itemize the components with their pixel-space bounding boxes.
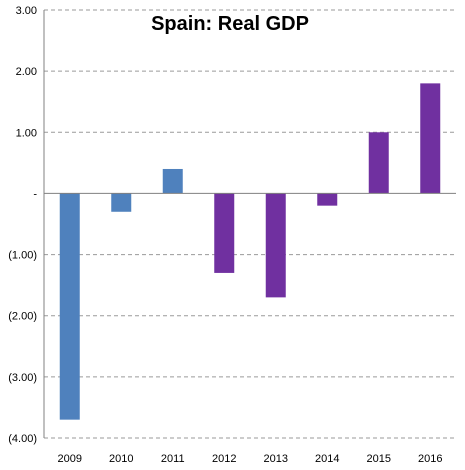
bar-2012 [214, 193, 235, 273]
chart-title: Spain: Real GDP [151, 13, 309, 35]
x-tick-label: 2009 [58, 453, 82, 465]
bar-2011 [162, 168, 183, 194]
y-tick-label: 3.00 [16, 5, 37, 17]
x-tick-label: 2016 [418, 453, 442, 465]
y-tick-label: - [33, 188, 37, 200]
x-tick-label: 2014 [315, 453, 339, 465]
bar-2009 [59, 193, 80, 420]
x-tick-label: 2013 [264, 453, 288, 465]
bar-2015 [368, 132, 389, 194]
x-tick-label: 2011 [161, 453, 185, 465]
x-tick-labels: 2009 2010 2011 2012 2013 2014 2015 2016 [58, 453, 443, 465]
bar-2014 [317, 193, 338, 206]
y-tick-labels: 3.00 2.00 1.00 - (1.00) (2.00) (3.00) (4.00) [8, 5, 37, 445]
x-tick-label: 2010 [109, 453, 133, 465]
bars [59, 83, 441, 420]
y-tick-label: 2.00 [16, 66, 37, 78]
bar-2016 [420, 83, 441, 194]
y-tick-label: (2.00) [8, 311, 37, 323]
gridlines [44, 9, 456, 439]
x-tick-label: 2012 [212, 453, 236, 465]
x-tick-label: 2015 [367, 453, 391, 465]
y-tick-label: 1.00 [16, 127, 37, 139]
bar-2013 [265, 193, 286, 298]
y-tick-label: (3.00) [8, 372, 37, 384]
bar-2010 [111, 193, 132, 212]
y-tick-label: (1.00) [8, 250, 37, 262]
y-tick-label: (4.00) [8, 433, 37, 445]
